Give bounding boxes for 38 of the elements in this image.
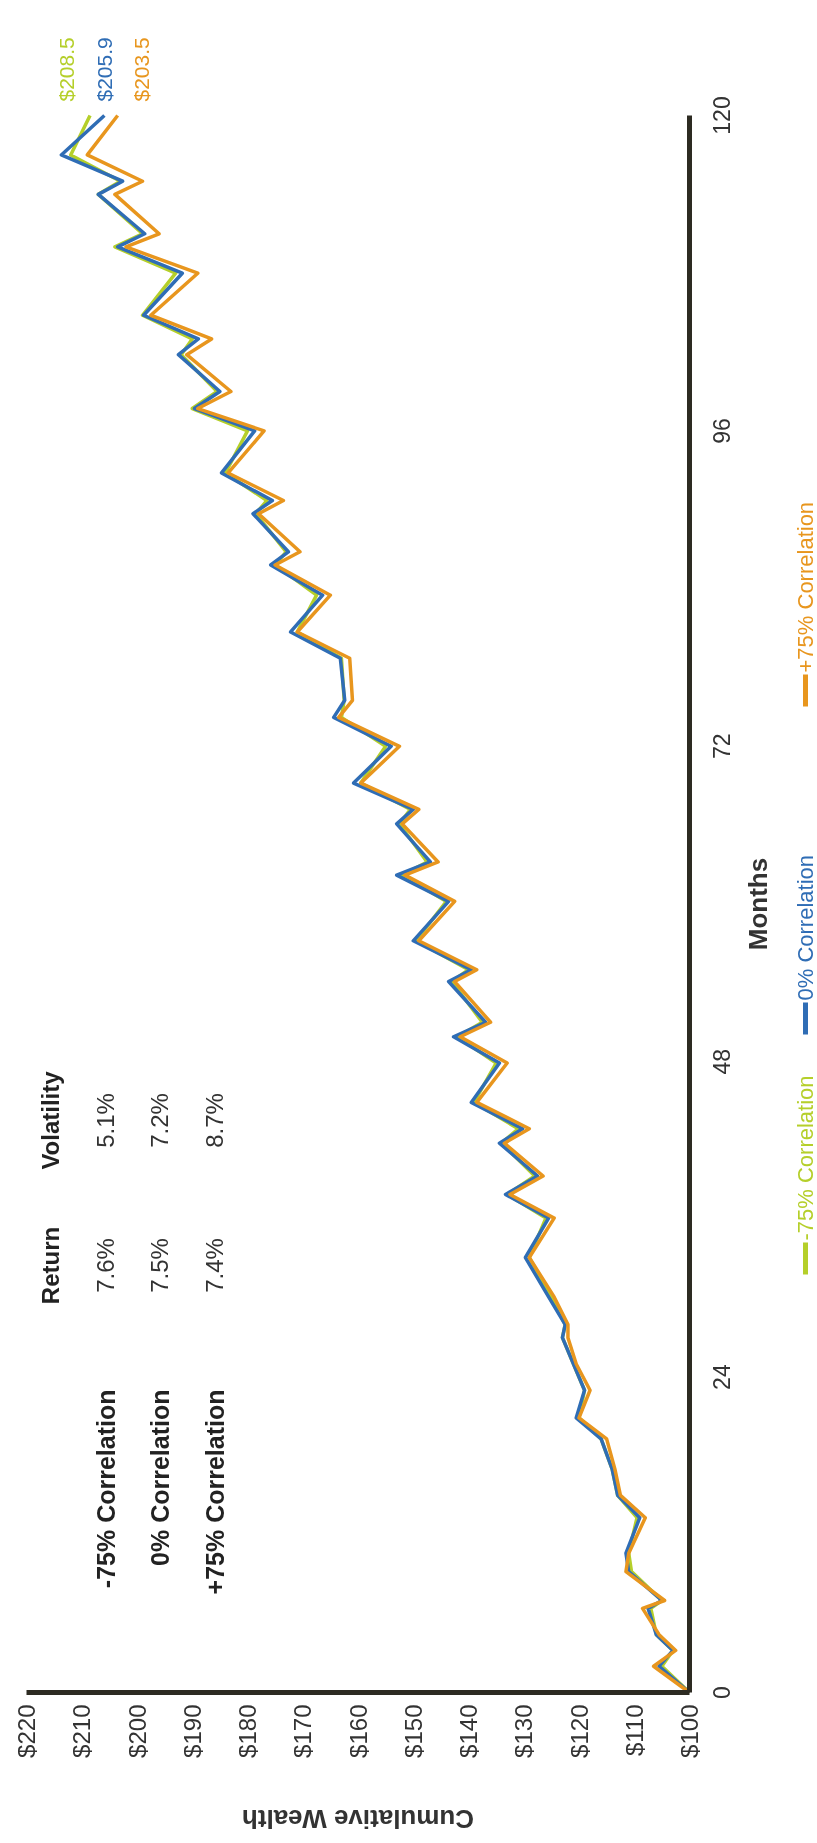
y-axis-title: Months	[742, 857, 773, 951]
annotation: $208.5	[54, 37, 78, 102]
annotation: Return	[37, 1226, 64, 1305]
x-tick-label: $130	[510, 1704, 538, 1758]
x-axis-title: Cumulative Wealth	[241, 1803, 475, 1834]
annotation: $205.9	[92, 37, 116, 102]
annotation: -75% Correlation	[91, 1389, 120, 1589]
x-tick-label: $190	[178, 1704, 206, 1758]
y-tick-label: 96	[709, 418, 735, 444]
annotation: 7.6%	[92, 1238, 119, 1293]
annotation: Volatility	[37, 1070, 64, 1170]
x-tick-label: $210	[68, 1704, 96, 1758]
annotation: 7.2%	[146, 1093, 173, 1148]
x-tick-label: $220	[13, 1704, 40, 1758]
y-tick-label: 120	[709, 96, 735, 135]
text: +75% Correlation	[793, 501, 817, 673]
x-tick-label: $110	[620, 1704, 648, 1757]
x-tick-label: $100	[676, 1704, 703, 1758]
annotation: 8.7%	[201, 1093, 228, 1148]
x-tick-label: $120	[565, 1704, 593, 1758]
y-tick-label: 48	[709, 1048, 735, 1075]
annotation: +75% Correlation	[200, 1389, 229, 1595]
x-tick-label: $160	[344, 1704, 372, 1758]
y-tick-label: 24	[709, 1364, 735, 1390]
annotation: 7.5%	[146, 1238, 173, 1293]
x-tick-label: $180	[234, 1704, 261, 1758]
x-tick-label: $200	[123, 1704, 151, 1758]
text: 0% Correlation	[793, 854, 817, 1001]
x-tick-label: $140	[455, 1704, 482, 1758]
annotation: $203.5	[130, 37, 154, 102]
annotation: 5.1%	[92, 1093, 119, 1148]
y-tick-label: 0	[709, 1686, 735, 1699]
annotation: 0% Correlation	[145, 1389, 174, 1566]
annotation: 7.4%	[201, 1238, 228, 1293]
x-tick-label: $150	[399, 1704, 427, 1758]
text: -75% Correlation	[793, 1075, 817, 1241]
y-tick-label: 72	[709, 733, 735, 760]
x-tick-label: $170	[289, 1704, 317, 1758]
